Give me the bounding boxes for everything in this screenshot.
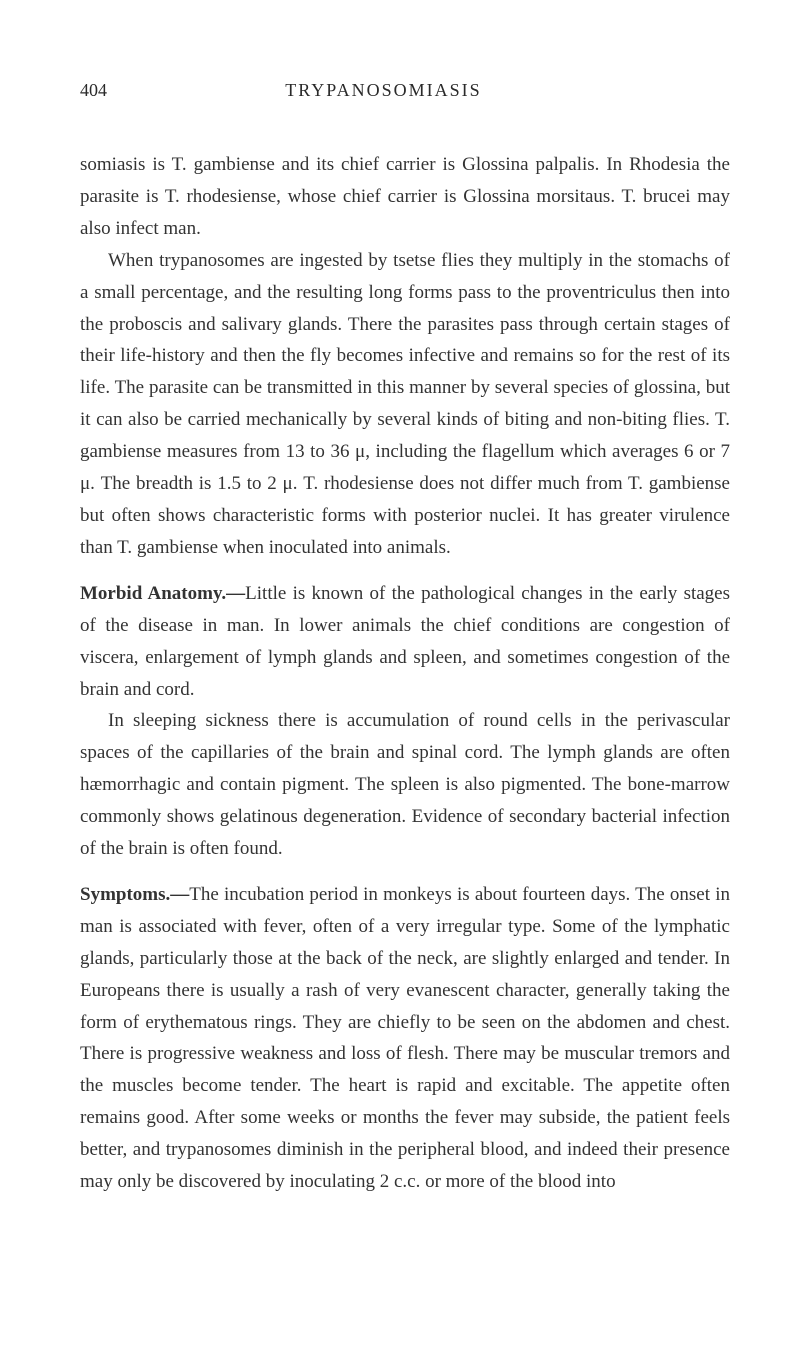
paragraph-morbid: Morbid Anatomy.—Little is known of the p… <box>80 578 730 706</box>
paragraph-symptoms: Symptoms.—The incubation period in monke… <box>80 879 730 1198</box>
morbid-anatomy-heading: Morbid Anatomy.— <box>80 583 245 604</box>
page-header: 404 TRYPANOSOMIASIS <box>80 80 730 101</box>
section-gap-1 <box>80 564 730 578</box>
paragraph-5-text: The incubation period in monkeys is abou… <box>80 884 730 1192</box>
paragraph-4: In sleeping sickness there is accumulati… <box>80 705 730 865</box>
body-text: somiasis is T. gambiense and its chief c… <box>80 149 730 1198</box>
running-title: TRYPANOSOMIASIS <box>67 80 700 101</box>
section-gap-2 <box>80 865 730 879</box>
paragraph-1: somiasis is T. gambiense and its chief c… <box>80 149 730 245</box>
paragraph-2: When trypanosomes are ingested by tsetse… <box>80 245 730 564</box>
symptoms-heading: Symptoms.— <box>80 884 189 905</box>
